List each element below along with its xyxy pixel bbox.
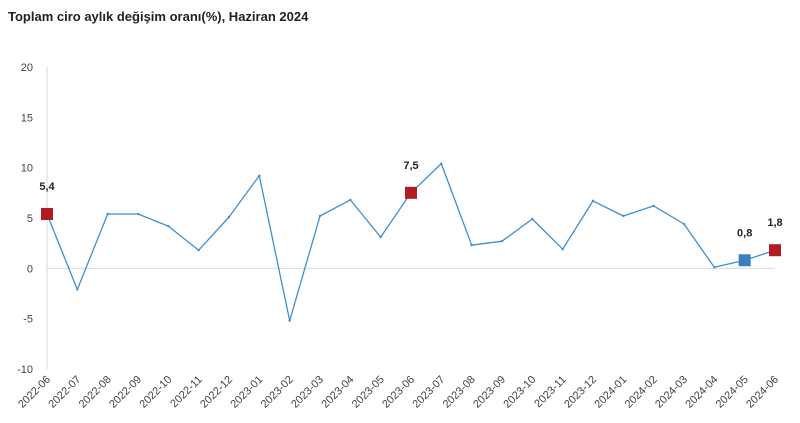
- y-tick-label: 10: [21, 163, 33, 175]
- y-tick-label: -5: [23, 314, 33, 326]
- x-tick-label: 2023-01: [228, 374, 265, 411]
- x-tick-label: 2024-02: [623, 374, 660, 411]
- highlight-marker: [769, 244, 781, 257]
- data-label: 0,8: [737, 227, 752, 239]
- data-point: [136, 212, 140, 216]
- y-tick-label: 20: [21, 62, 33, 74]
- y-axis-ticks: 20 15 10 5 0 -5 -10: [17, 62, 33, 376]
- x-tick-label: 2022-09: [107, 374, 144, 411]
- x-tick-label: 2023-06: [380, 374, 417, 411]
- data-point: [227, 215, 231, 219]
- data-point: [622, 214, 625, 218]
- data-point: [167, 224, 170, 228]
- data-point: [561, 248, 564, 251]
- x-tick-label: 2023-05: [350, 374, 387, 411]
- x-tick-label: 2024-04: [683, 374, 720, 411]
- x-tick-label: 2024-03: [653, 374, 690, 411]
- data-label: 1,8: [767, 217, 782, 229]
- data-point: [106, 212, 109, 216]
- x-tick-label: 2024-06: [744, 374, 781, 411]
- x-tick-label: 2023-10: [501, 374, 538, 411]
- x-tick-label: 2023-09: [471, 374, 508, 411]
- x-tick-label: 2022-12: [198, 374, 235, 411]
- data-label: 5,4: [39, 181, 55, 193]
- data-point: [713, 266, 716, 269]
- x-tick-label: 2023-04: [319, 374, 356, 411]
- y-tick-label: 15: [21, 112, 33, 124]
- markers-group: 5,4 7,5 0,8 1,8: [39, 160, 783, 267]
- y-tick-label: -10: [17, 364, 33, 376]
- x-tick-label: 2022-10: [137, 374, 174, 411]
- data-point: [440, 162, 443, 165]
- data-point: [470, 243, 473, 247]
- data-point: [197, 249, 200, 252]
- x-tick-label: 2022-06: [16, 374, 53, 411]
- data-point: [258, 174, 261, 177]
- x-tick-label: 2023-12: [562, 374, 599, 411]
- x-tick-label: 2023-08: [441, 374, 478, 411]
- data-point: [379, 235, 382, 239]
- highlight-marker: [405, 186, 417, 199]
- x-tick-label: 2022-07: [46, 374, 83, 411]
- series-group: [45, 162, 777, 322]
- x-tick-label: 2023-03: [289, 374, 326, 411]
- x-tick-label: 2022-08: [77, 374, 114, 411]
- y-tick-label: 5: [27, 213, 33, 225]
- data-point: [652, 204, 655, 208]
- highlight-marker: [41, 207, 53, 220]
- data-point: [591, 199, 595, 203]
- data-point: [531, 217, 534, 221]
- x-tick-label: 2024-05: [714, 374, 751, 411]
- x-tick-label: 2023-02: [259, 374, 296, 411]
- highlight-marker: [738, 254, 751, 267]
- y-tick-label: 0: [27, 263, 33, 275]
- x-tick-label: 2023-07: [410, 374, 447, 411]
- data-point: [76, 288, 79, 291]
- x-tick-label: 2024-01: [592, 374, 629, 411]
- data-point: [682, 222, 686, 226]
- data-point: [318, 214, 322, 218]
- data-point: [500, 239, 504, 243]
- data-point: [349, 198, 352, 202]
- axes: [46, 67, 775, 369]
- chart-title: Toplam ciro aylık değişim oranı(%), Hazi…: [8, 9, 309, 24]
- data-label: 7,5: [403, 160, 418, 172]
- data-point: [288, 319, 291, 322]
